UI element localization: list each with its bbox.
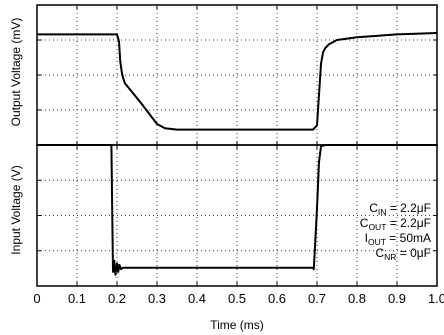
x-tick-label: 0.4 xyxy=(188,291,206,306)
input-panel-frame xyxy=(36,144,438,287)
output-voltage-trace xyxy=(37,32,438,131)
y-axis-label-output: Output Voltage (mV) xyxy=(9,18,23,127)
x-tick-label: 0.3 xyxy=(148,291,166,306)
x-tick-label: 1.0 xyxy=(428,291,444,306)
x-tick-label: 0 xyxy=(33,291,40,306)
x-tick-label: 0.7 xyxy=(308,291,326,306)
y-axis-label-input: Input Voltage (V) xyxy=(9,165,23,254)
x-tick-label: 0.6 xyxy=(268,291,286,306)
plot-frame xyxy=(36,4,438,287)
condition-label: COUT = 2.2μF xyxy=(360,216,431,232)
x-axis-label: Time (ms) xyxy=(210,318,264,332)
input-voltage-trace xyxy=(37,144,437,276)
condition-label: CIN = 2.2μF xyxy=(369,201,431,217)
x-tick-label: 0.2 xyxy=(108,291,126,306)
x-tick-label: 0.8 xyxy=(348,291,366,306)
x-tick-label: 0.1 xyxy=(68,291,86,306)
x-tick-labels: 0 0.1 0.2 0.3 0.4 0.5 0.6 0.7 0.8 0.9 1.0 xyxy=(33,291,444,306)
x-tick-label: 0.5 xyxy=(228,291,246,306)
grid-lines xyxy=(37,5,437,286)
x-tick-label: 0.9 xyxy=(388,291,406,306)
condition-label: CNR = 0μF xyxy=(375,246,431,262)
series-layer xyxy=(37,32,438,276)
condition-label: IOUT = 50mA xyxy=(365,231,431,247)
